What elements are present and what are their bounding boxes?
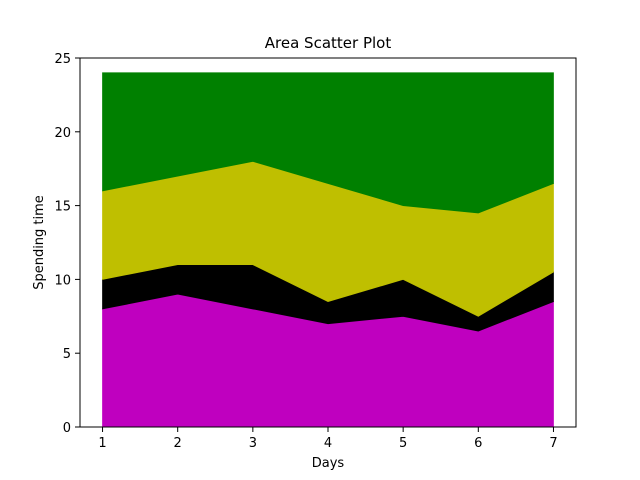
x-tick-label: 2 — [174, 436, 182, 451]
y-tick-label: 10 — [54, 273, 71, 288]
x-tick-label: 7 — [549, 436, 557, 451]
y-tick-label: 5 — [63, 347, 71, 362]
x-axis-label: Days — [312, 456, 345, 471]
x-tick-label: 1 — [98, 436, 106, 451]
y-tick-label: 25 — [54, 52, 71, 67]
x-tick-label: 3 — [249, 436, 257, 451]
x-tick-label: 5 — [399, 436, 407, 451]
area-series-4 — [102, 72, 554, 214]
y-tick-label: 0 — [63, 421, 71, 436]
y-tick-label: 20 — [54, 126, 71, 141]
x-axis-ticks: 1 2 3 4 5 6 7 — [98, 427, 558, 451]
area-series-group — [102, 72, 554, 428]
y-axis-ticks: 0 5 10 15 20 25 — [54, 52, 80, 436]
chart-title: Area Scatter Plot — [265, 34, 392, 52]
x-tick-label: 4 — [324, 436, 332, 451]
y-tick-label: 15 — [54, 200, 71, 215]
x-tick-label: 6 — [474, 436, 482, 451]
y-axis-label: Spending time — [32, 195, 47, 290]
